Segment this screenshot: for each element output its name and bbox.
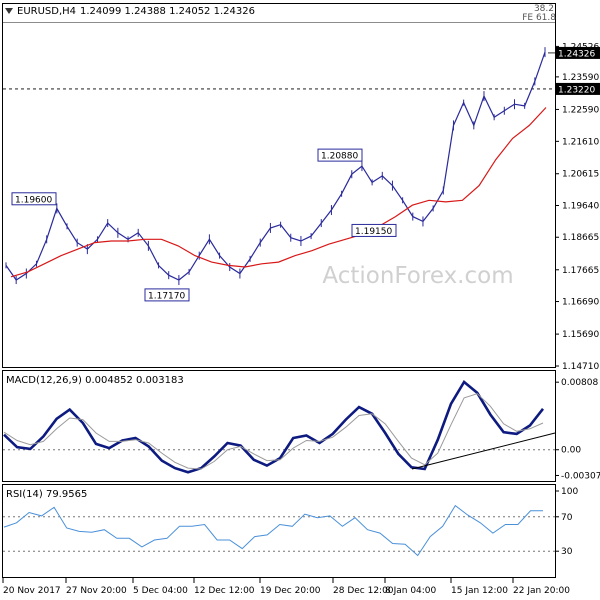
price-tick-label: 1.20615 [562, 170, 599, 180]
swing-label-1: 1.17170 [148, 291, 185, 301]
swing-label-2: 1.20880 [321, 152, 358, 162]
swing-label-3: 1.19150 [355, 227, 392, 237]
current-price-tag [556, 46, 600, 59]
price-tick-label: 1.16690 [562, 298, 599, 308]
macd-tick-label: -0.003078 [561, 471, 600, 481]
price-tick-label: 1.21610 [562, 137, 599, 147]
current-price-label: 1.24326 [558, 49, 595, 59]
swing-label-box [351, 223, 397, 237]
x-tick-label: 12 Dec 12:00 [194, 586, 255, 596]
swing-label-0: 1.19600 [15, 195, 52, 205]
watermark: ActionForex.com [322, 263, 513, 289]
price-tick-label: 1.23590 [562, 73, 599, 83]
signal-line [3, 393, 544, 470]
price-tick-label: 1.14710 [562, 362, 599, 372]
rsi-tick-label: 30 [561, 547, 573, 557]
level-tag [556, 82, 600, 95]
macd-tick-label: 0.00 [561, 446, 581, 456]
price-tick-label: 1.15690 [562, 330, 599, 340]
x-tick-label: 5 Dec 04:00 [133, 586, 188, 596]
rsi-title: RSI(14) 79.9565 [6, 489, 87, 500]
x-tick-label: 19 Dec 20:00 [260, 586, 321, 596]
x-tick-label: 28 Dec 12:00 [333, 586, 394, 596]
rsi-tick-label: 100 [561, 487, 578, 497]
macd-panel [2, 370, 556, 482]
price-series-line [5, 51, 546, 281]
fib-level-fe618: FE 61.8 [522, 13, 556, 23]
x-tick-label: 22 Jan 20:00 [513, 586, 570, 596]
price-tick-label: 1.19640 [562, 201, 599, 211]
macd-trendline [411, 432, 556, 470]
fib-level-382: 38.2 [534, 4, 554, 14]
dropdown-icon[interactable] [5, 8, 13, 14]
macd-tick-label: 0.00808 [561, 378, 598, 388]
price-panel [2, 3, 556, 368]
ohlc-values: 1.24099 1.24388 1.24052 1.24326 [80, 6, 255, 17]
rsi-panel [2, 484, 556, 578]
price-tick-label: 1.18665 [562, 233, 599, 243]
rsi-tick-label: 70 [561, 513, 573, 523]
x-tick-label: 15 Jan 12:00 [451, 586, 508, 596]
x-tick-label: 27 Nov 20:00 [66, 586, 127, 596]
x-tick-label: 20 Nov 2017 [3, 586, 61, 596]
price-tick-label: 1.17665 [562, 266, 599, 276]
swing-label-box [317, 148, 363, 162]
macd-title: MACD(12,26,9) 0.004852 0.003183 [6, 375, 184, 386]
level-tag-label: 1.23220 [558, 85, 595, 95]
swing-label-box [144, 288, 190, 302]
ema-line [10, 107, 547, 278]
x-tick-label: 8 Jan 04:00 [385, 586, 437, 596]
rsi-line [3, 504, 543, 557]
swing-label-box [11, 192, 57, 206]
price-tick-label: 1.22590 [562, 105, 599, 115]
symbol-label: EURUSD,H4 [17, 6, 76, 17]
macd-line [3, 380, 545, 474]
